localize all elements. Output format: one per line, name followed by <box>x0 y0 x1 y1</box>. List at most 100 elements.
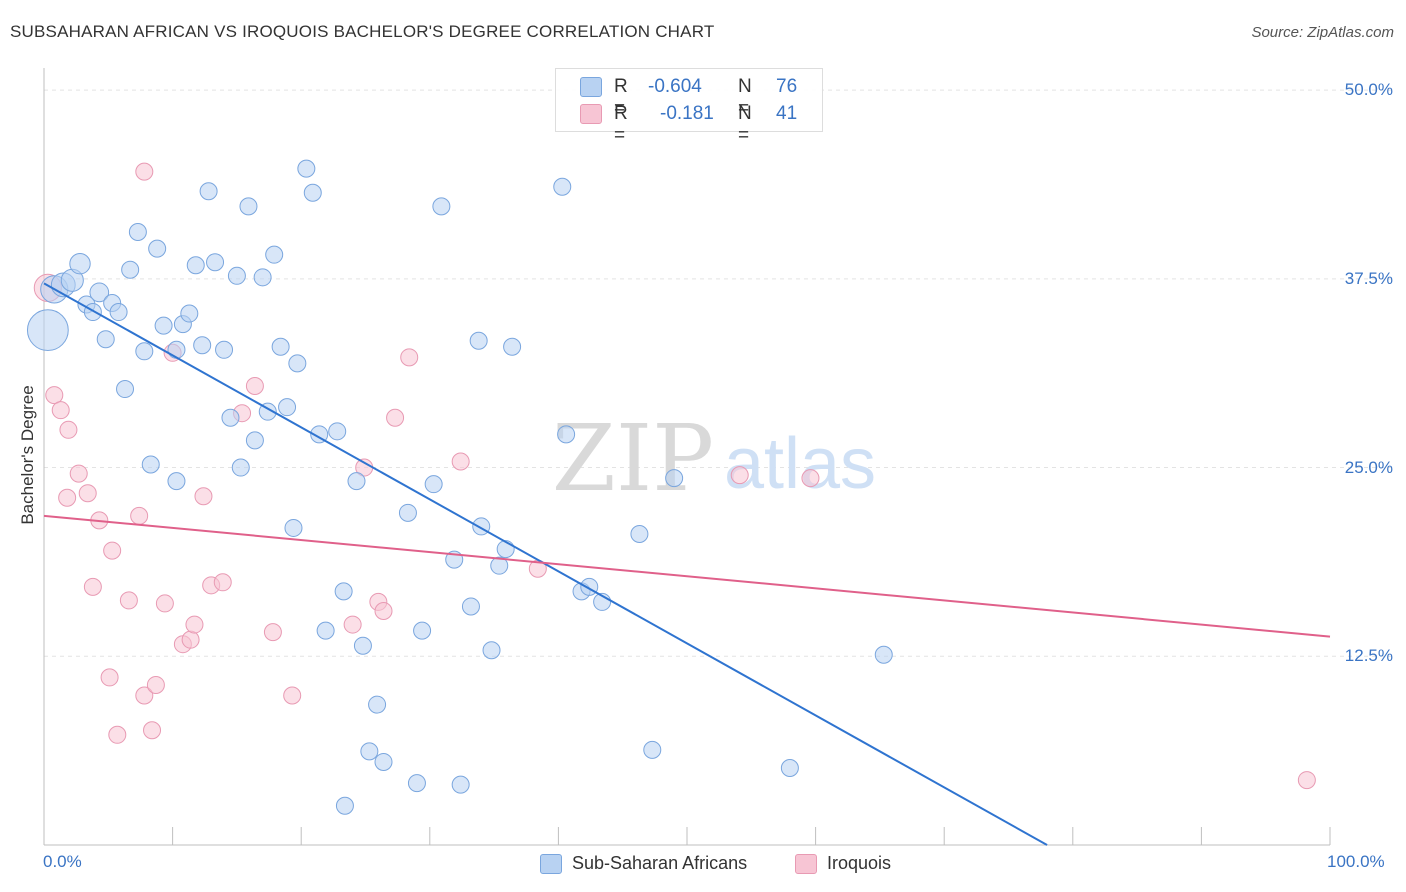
subsaharan-point <box>630 524 649 543</box>
subsaharan-point <box>424 475 443 494</box>
iroquois-point <box>283 686 302 705</box>
iroquois-point <box>59 420 78 439</box>
iroquois-point <box>386 408 405 427</box>
subsaharan-point <box>557 425 576 444</box>
subsaharan-point <box>347 472 366 491</box>
subsaharan-point <box>258 402 277 421</box>
legend-swatch-pink <box>795 854 817 874</box>
subsaharan-point <box>69 253 91 275</box>
stats-n-label: N = <box>738 76 752 119</box>
legend-label: Sub-Saharan Africans <box>572 853 748 873</box>
stats-r-value: -0.604 <box>648 76 702 97</box>
subsaharan-point <box>109 303 128 322</box>
subsaharan-point <box>128 223 147 242</box>
subsaharan-point <box>116 380 135 399</box>
subsaharan-point <box>413 621 432 640</box>
subsaharan-point <box>432 197 451 216</box>
iroquois-point <box>119 591 138 610</box>
subsaharan-point <box>368 695 387 714</box>
subsaharan-point <box>553 177 572 196</box>
stats-n-label: N = <box>738 103 752 146</box>
subsaharan-point <box>503 337 522 356</box>
subsaharan-point <box>154 316 173 335</box>
grid-lines <box>44 89 1392 657</box>
subsaharan-point <box>193 336 212 355</box>
iroquois-point <box>78 484 97 503</box>
axes <box>43 68 1331 846</box>
subsaharan-point <box>121 260 140 279</box>
subsaharan-point <box>398 503 417 522</box>
subsaharan-point <box>148 239 167 258</box>
watermark: ZIP atlas <box>552 405 876 512</box>
stats-r-label: R = <box>614 76 628 119</box>
subsaharan-point <box>278 398 297 417</box>
subsaharan-point <box>89 282 110 303</box>
subsaharan-point <box>360 742 379 761</box>
subsaharan-point <box>469 331 488 350</box>
subsaharan-point <box>328 422 347 441</box>
iroquois-point <box>185 615 204 634</box>
subsaharan-point <box>461 597 480 616</box>
subsaharan-point <box>643 740 662 759</box>
iroquois-point <box>730 466 749 485</box>
subsaharan-point <box>303 183 322 202</box>
iroquois-point <box>146 675 165 694</box>
watermark-zip: ZIP <box>552 405 714 512</box>
subsaharan-point <box>180 304 199 323</box>
iroquois-point <box>374 601 393 620</box>
iroquois-point <box>263 623 282 642</box>
subsaharan-point <box>96 330 115 349</box>
subsaharan-point <box>265 245 284 264</box>
iroquois-point <box>343 615 362 634</box>
iroquois-point <box>83 577 102 596</box>
subsaharan-points <box>26 159 893 815</box>
iroquois-point <box>194 487 213 506</box>
legend-swatch-blue <box>540 854 562 874</box>
iroquois-point <box>58 488 77 507</box>
subsaharan-point <box>780 759 799 777</box>
subsaharan-point <box>374 752 393 771</box>
iroquois-trend-line <box>43 514 1331 638</box>
subsaharan-point <box>334 582 353 601</box>
iroquois-point <box>69 464 88 483</box>
subsaharan-point <box>407 774 426 793</box>
watermark-atlas: atlas <box>724 424 876 504</box>
subsaharan-point <box>186 256 205 275</box>
y-tick-label: 50.0% <box>1344 80 1393 100</box>
subsaharan-point <box>239 197 258 216</box>
stats-r-label: R = <box>614 103 628 146</box>
subsaharan-point <box>231 458 250 477</box>
subsaharan-point <box>167 340 186 359</box>
subsaharan-point <box>26 309 69 352</box>
y-tick-label: 37.5% <box>1344 268 1393 288</box>
iroquois-point <box>245 377 264 396</box>
y-tick-label: 12.5% <box>1344 646 1393 666</box>
subsaharan-point <box>284 518 303 537</box>
iroquois-point <box>135 162 154 181</box>
iroquois-point <box>135 686 154 705</box>
subsaharan-point <box>482 641 501 660</box>
iroquois-point <box>45 386 64 405</box>
iroquois-point <box>400 348 419 367</box>
iroquois-point <box>100 668 119 687</box>
iroquois-point <box>213 573 232 592</box>
subsaharan-point <box>167 472 186 491</box>
subsaharan-point <box>206 253 225 272</box>
stats-n-value: 41 <box>776 103 798 124</box>
iroquois-point <box>130 506 149 525</box>
iroquois-point <box>451 452 470 471</box>
iroquois-point <box>103 541 122 560</box>
subsaharan-point <box>288 354 307 373</box>
subsaharan-point <box>227 266 246 285</box>
stats-n-value: 76 <box>776 76 798 97</box>
subsaharan-point <box>490 556 509 575</box>
source-label: Source: ZipAtlas.com <box>1251 24 1394 41</box>
subsaharan-point <box>874 645 893 664</box>
subsaharan-point <box>253 268 272 287</box>
stats-box: R = -0.604 N = 76 R = -0.181 N = 41 <box>555 68 823 146</box>
iroquois-point <box>181 630 200 649</box>
subsaharan-point <box>310 425 329 444</box>
x-tick-right: 100.0% <box>1327 852 1385 871</box>
legend: Sub-Saharan Africans Iroquois <box>0 852 1406 878</box>
